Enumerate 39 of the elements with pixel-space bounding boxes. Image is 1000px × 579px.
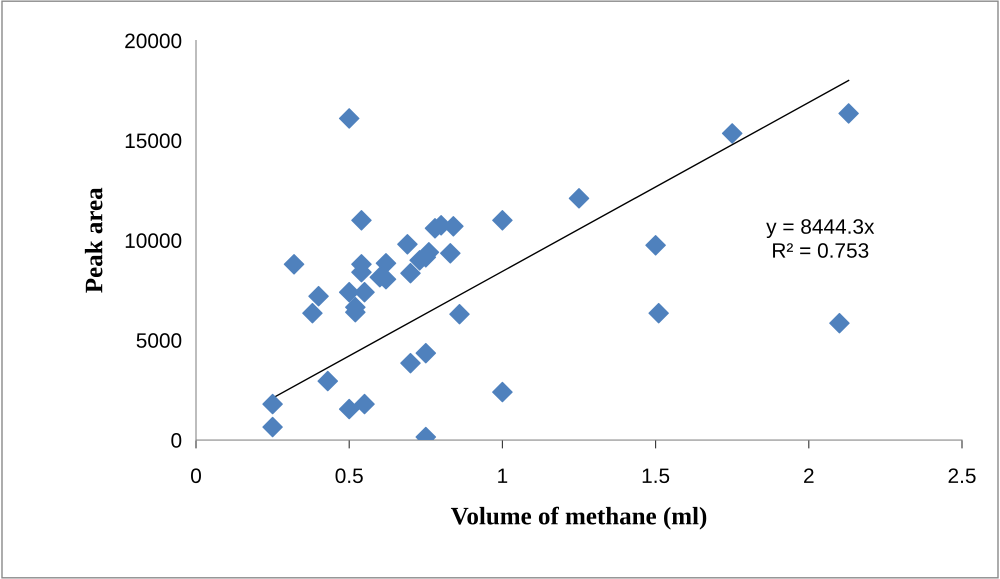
x-axis-title: Volume of methane (ml) [450,506,706,530]
x-tick-label: 0 [191,468,201,484]
point [302,302,323,324]
point [492,210,513,231]
y-tick-label: 15000 [126,133,182,148]
point [354,394,375,414]
point [351,210,372,231]
point [262,394,283,414]
point [838,103,859,124]
y-tick-label: 20000 [125,34,182,48]
annotation: y = 8444.3x [766,219,874,238]
point [648,302,669,324]
point [449,304,470,324]
y-axis-title: Peak area [84,188,102,293]
point [308,286,329,306]
point [397,234,418,255]
point [317,370,338,392]
point [284,254,304,275]
y-tick-label: 5000 [136,333,182,348]
point [338,108,360,129]
point [722,123,742,144]
point [262,416,283,438]
annotation: R² = 0.753 [773,243,868,258]
point [492,382,513,402]
point [338,398,360,420]
x-tick-label: 1.5 [642,468,670,484]
point [568,188,590,209]
point [645,235,666,256]
y-tick-label: 10000 [126,233,182,248]
point [416,342,436,364]
y-tick-label: 0 [171,433,182,448]
x-tick-label: 0.5 [336,468,363,484]
point [400,352,421,374]
point [829,312,850,334]
x-tick-label: 2 [804,468,814,483]
x-tick-label: 1 [498,468,508,483]
point [440,243,461,264]
x-tick-label: 2.5 [948,468,976,484]
point [400,262,421,284]
